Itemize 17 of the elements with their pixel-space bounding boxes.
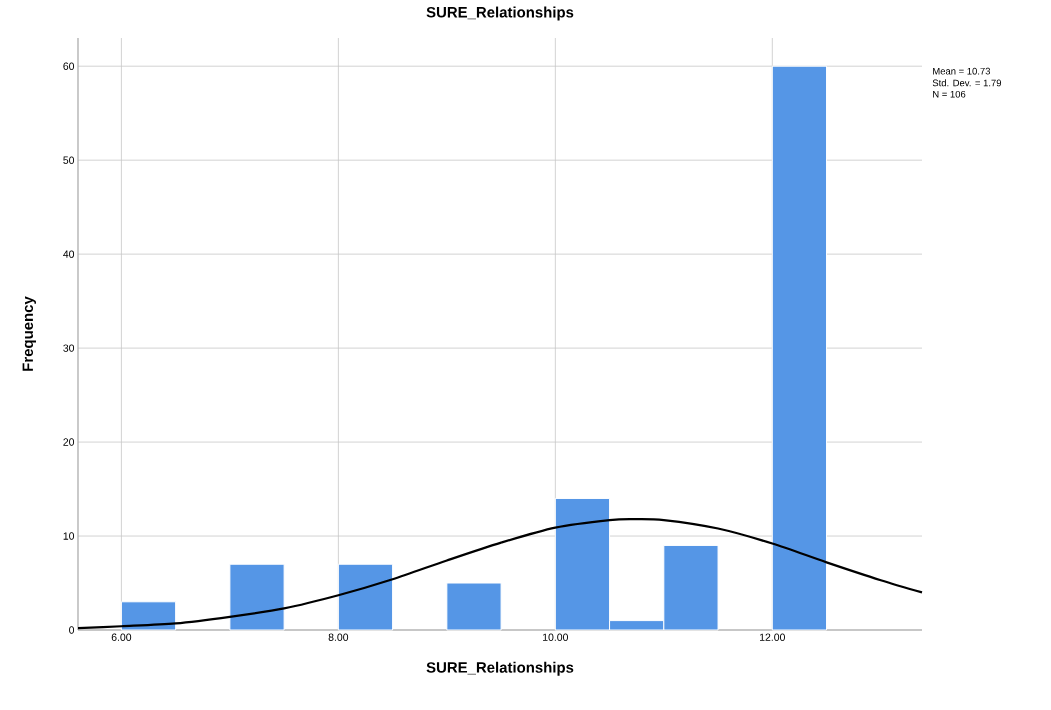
y-tick-label: 30	[63, 344, 75, 352]
x-tick-label: 12.00	[760, 633, 785, 641]
y-tick-label: 50	[63, 156, 75, 164]
y-tick-label: 10	[63, 532, 75, 540]
text: Std. Dev. = 1.79	[932, 79, 1002, 87]
x-tick-label: 8.00	[328, 633, 349, 641]
y-tick-label: 60	[63, 62, 75, 70]
text: Mean = 10.73	[933, 67, 991, 75]
y-tick-label: 0	[69, 626, 75, 634]
y-tick-label: 40	[63, 250, 75, 258]
x-tick-label: 10.00	[543, 633, 569, 641]
y-axis-title: Frequency	[22, 296, 36, 371]
x-tick-label: 6.00	[111, 633, 132, 641]
x-axis-title: SURE_Relationships	[426, 661, 574, 676]
y-tick-label: 20	[63, 438, 75, 446]
chart-title: SURE_Relationships	[426, 6, 574, 21]
text: N = 106	[933, 90, 966, 98]
